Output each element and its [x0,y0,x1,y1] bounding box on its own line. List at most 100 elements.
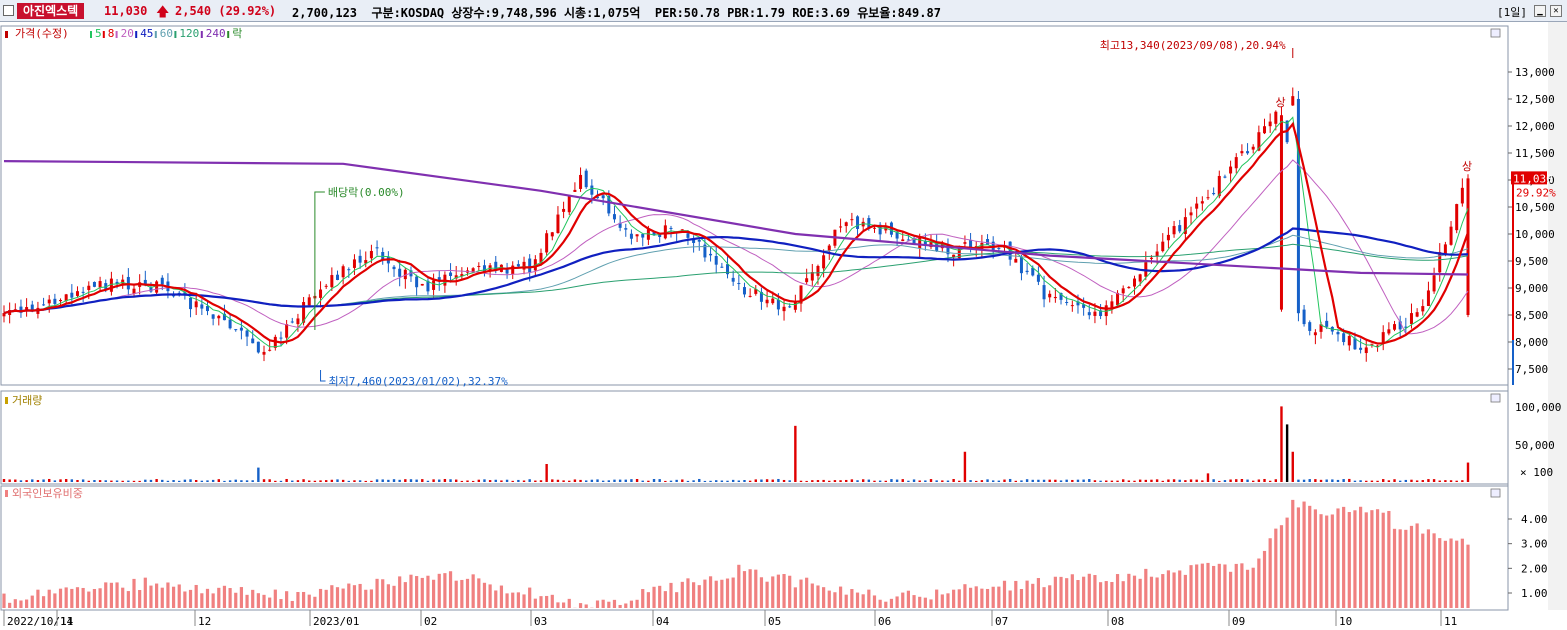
candle[interactable] [319,289,323,298]
foreign-ratio-bar[interactable] [1217,563,1221,608]
candle[interactable] [771,298,775,304]
foreign-ratio-bar[interactable] [1144,568,1148,608]
foreign-ratio-bar[interactable] [155,583,159,608]
candle[interactable] [234,329,238,331]
candle[interactable] [205,306,209,312]
candle[interactable] [1155,251,1159,257]
foreign-ratio-bar[interactable] [1415,523,1419,608]
foreign-ratio-bar[interactable] [454,580,458,608]
foreign-ratio-bar[interactable] [878,599,882,608]
candle[interactable] [822,255,826,269]
candle[interactable] [426,280,430,292]
foreign-ratio-bar[interactable] [1042,587,1046,608]
foreign-ratio-bar[interactable] [166,582,170,608]
volume-bar[interactable] [1235,479,1238,482]
candle[interactable] [1149,257,1153,259]
candle[interactable] [545,233,549,253]
candle[interactable] [969,240,973,248]
candle[interactable] [262,351,266,355]
volume-bar[interactable] [924,480,927,482]
foreign-ratio-bar[interactable] [109,582,113,608]
foreign-ratio-bar[interactable] [771,576,775,608]
candle[interactable] [624,228,628,230]
foreign-ratio-bar[interactable] [1138,578,1142,608]
foreign-ratio-bar[interactable] [431,579,436,608]
volume-bar[interactable] [1376,480,1379,482]
volume-bar[interactable] [404,479,407,482]
foreign-ratio-bar[interactable] [1002,580,1007,608]
foreign-ratio-bar[interactable] [386,584,390,608]
foreign-ratio-bar[interactable] [1409,525,1414,608]
volume-bar[interactable] [1144,479,1148,482]
volume-bar[interactable] [1076,479,1080,482]
foreign-ratio-bar[interactable] [1172,572,1176,608]
foreign-ratio-bar[interactable] [692,582,696,608]
volume-bar[interactable] [958,480,961,482]
candle[interactable] [1076,301,1080,306]
candle[interactable] [1166,234,1170,241]
volume-bar[interactable] [715,480,718,482]
volume-bar[interactable] [556,479,560,482]
foreign-ratio-bar[interactable] [1014,580,1018,608]
stock-name[interactable]: 아진엑스텍 [17,3,85,19]
volume-bar[interactable] [709,480,712,482]
volume-bar[interactable] [901,479,904,482]
volume-bar[interactable] [856,480,859,482]
volume-bar[interactable] [867,479,871,482]
candle[interactable] [1336,332,1340,335]
foreign-ratio-bar[interactable] [318,588,323,608]
volume-bar[interactable] [811,480,814,482]
volume-bar[interactable] [1455,480,1458,482]
volume-bar[interactable] [381,479,384,482]
volume-bar[interactable] [1110,480,1114,482]
volume-bar[interactable] [234,479,237,482]
volume-bar[interactable] [692,480,695,482]
candle[interactable] [856,216,860,229]
candle[interactable] [878,224,882,235]
foreign-ratio-bar[interactable] [1381,512,1385,608]
foreign-ratio-bar[interactable] [1206,562,1210,608]
foreign-ratio-bar[interactable] [838,586,843,608]
foreign-ratio-bar[interactable] [1308,505,1312,608]
candle[interactable] [590,185,594,195]
foreign-ratio-bar[interactable] [1274,528,1278,608]
candle[interactable] [658,233,662,237]
candle[interactable] [579,174,583,189]
candle[interactable] [1376,345,1380,347]
foreign-ratio-bar[interactable] [652,586,656,608]
foreign-ratio-bar[interactable] [324,589,328,608]
volume-bar[interactable] [918,480,921,482]
foreign-ratio-bar[interactable] [550,594,554,608]
candle[interactable] [686,233,690,238]
volume-bar[interactable] [194,480,198,482]
volume-bar[interactable] [1438,480,1441,482]
volume-bar[interactable] [630,479,633,482]
foreign-ratio-bar[interactable] [646,592,650,608]
volume-bar[interactable] [353,480,356,482]
foreign-ratio-bar[interactable] [41,596,46,608]
candle[interactable] [562,208,566,212]
volume-bar[interactable] [432,479,435,482]
volume-bar[interactable] [833,480,837,482]
panel-minimize-icon[interactable] [1490,28,1501,38]
foreign-ratio-bar[interactable] [957,589,961,608]
candle[interactable] [1172,226,1176,235]
foreign-ratio-bar[interactable] [1291,499,1295,608]
foreign-ratio-bar[interactable] [1178,570,1182,608]
candle[interactable] [1138,274,1142,282]
candle[interactable] [1347,336,1351,346]
volume-bar[interactable] [579,479,582,482]
foreign-ratio-bar[interactable] [330,585,334,608]
candle[interactable] [25,307,29,310]
foreign-ratio-bar[interactable] [104,582,108,608]
foreign-ratio-bar[interactable] [81,587,85,608]
candle[interactable] [1426,290,1430,306]
volume-bar[interactable] [36,480,40,482]
volume-bar[interactable] [952,478,955,482]
volume-bar[interactable] [483,479,486,482]
foreign-ratio-bar[interactable] [663,591,667,608]
volume-bar[interactable] [1410,479,1413,482]
candle[interactable] [189,297,193,310]
candle[interactable] [200,304,204,309]
foreign-ratio-bar[interactable] [1031,583,1035,608]
